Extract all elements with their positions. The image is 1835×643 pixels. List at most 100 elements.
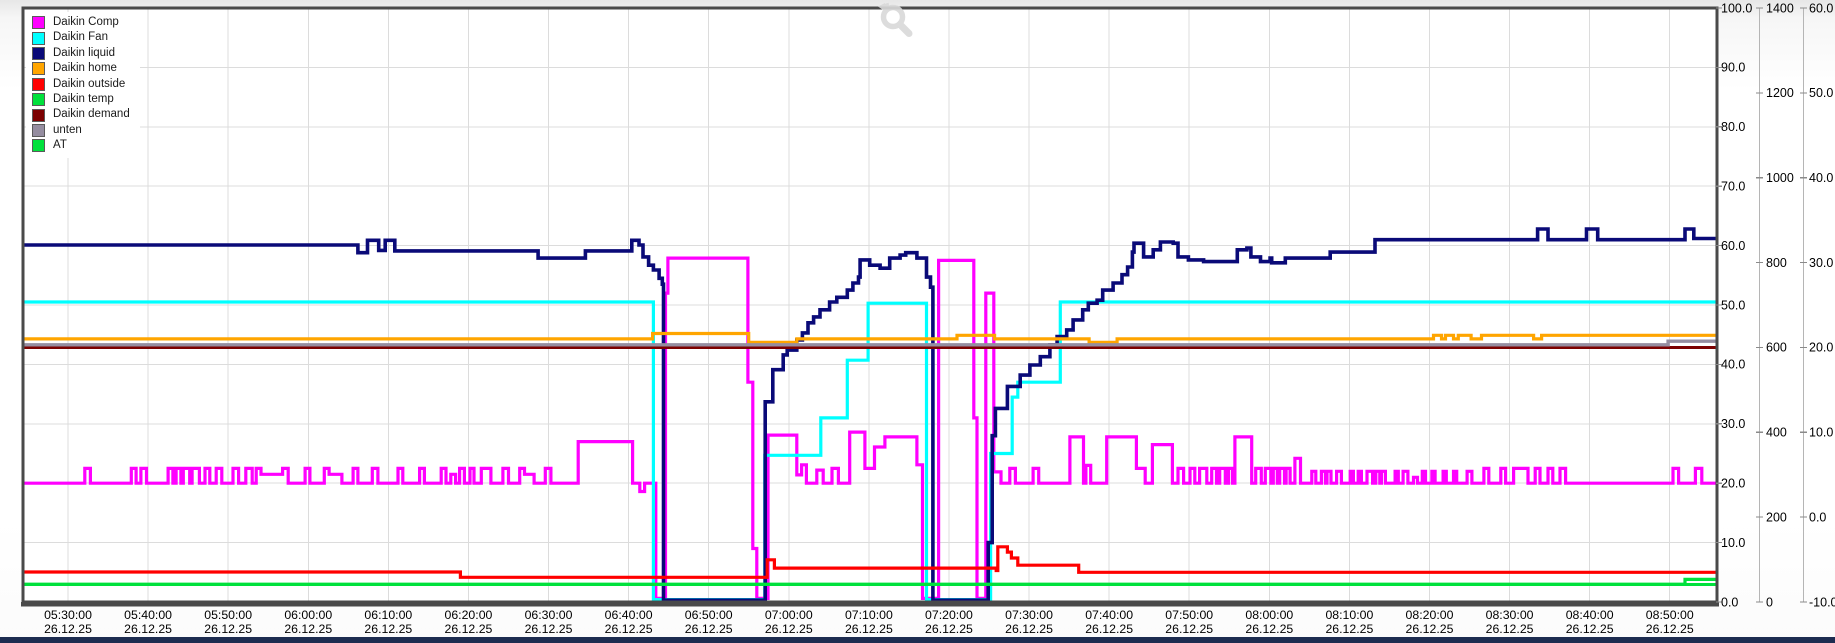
series-daikin-liquid xyxy=(23,227,1717,602)
y-axis-label: 600 xyxy=(1766,341,1787,355)
legend-label: Daikin liquid xyxy=(53,46,116,59)
legend-label: unten xyxy=(53,123,82,136)
y-axis-label: -10.0 xyxy=(1809,595,1835,609)
legend-swatch-daikin-liquid xyxy=(32,46,45,60)
x-axis-time-label: 06:40:00 xyxy=(605,608,653,622)
x-axis-date-label: 26.12.25 xyxy=(44,622,92,636)
x-axis-date-label: 26.12.25 xyxy=(124,622,172,636)
x-axis-date-label: 26.12.25 xyxy=(925,622,973,636)
gridlines xyxy=(23,8,1717,602)
legend-label: Daikin temp xyxy=(53,92,114,105)
legend-label: Daikin outside xyxy=(53,77,126,90)
x-axis-date-label: 26.12.25 xyxy=(364,622,412,636)
legend-item[interactable]: Daikin demand xyxy=(32,107,130,122)
x-axis-date-label: 26.12.25 xyxy=(1406,622,1454,636)
y-axis-label: 50.0 xyxy=(1809,86,1833,100)
plot-border-bottom xyxy=(21,602,1719,607)
x-axis-date-label: 26.12.25 xyxy=(1005,622,1053,636)
x-axis-date-label: 26.12.25 xyxy=(204,622,252,636)
legend-item[interactable]: unten xyxy=(32,123,130,138)
x-axis-time-label: 08:40:00 xyxy=(1566,608,1614,622)
y-axis-label: 70.0 xyxy=(1721,180,1745,194)
y-axis-label: 800 xyxy=(1766,256,1787,270)
x-axis-time-label: 07:20:00 xyxy=(925,608,973,622)
x-axis-date-label: 26.12.25 xyxy=(765,622,813,636)
legend-item[interactable]: Daikin Comp xyxy=(32,15,130,30)
y-axis-label: 40.0 xyxy=(1809,171,1833,185)
y-axis-3: 60.0 50.0 40.0 30.0 20.0 10.0 0.0 -10.0 xyxy=(1800,1,1835,609)
x-axis-time-label: 08:50:00 xyxy=(1646,608,1694,622)
x-axis-time-label: 07:00:00 xyxy=(765,608,813,622)
y-axis-label: 10.0 xyxy=(1721,536,1745,550)
x-axis-date-label: 26.12.25 xyxy=(525,622,573,636)
y-axis-label: 100.0 xyxy=(1721,1,1752,15)
x-axis-time-label: 06:10:00 xyxy=(364,608,412,622)
legend-label: Daikin Comp xyxy=(53,15,119,28)
legend-item[interactable]: Daikin temp xyxy=(32,92,130,107)
y-axis-label: 30.0 xyxy=(1809,256,1833,270)
reset-zoom-icon[interactable] xyxy=(868,0,920,46)
y-axis-1: 100.0 90.0 80.0 70.0 60.0 50.0 40.0 30.0 20.0 10.… xyxy=(1716,1,1752,609)
x-axis-time-label: 08:20:00 xyxy=(1406,608,1454,622)
y-axis-label: 40.0 xyxy=(1721,358,1745,372)
x-axis-date-label: 26.12.25 xyxy=(1245,622,1293,636)
x-axis-time-label: 05:40:00 xyxy=(124,608,172,622)
x-axis: 05:30:0026.12.2505:40:0026.12.2505:50:00… xyxy=(44,608,1694,636)
legend-item[interactable]: Daikin outside xyxy=(32,77,130,92)
y-axis-label: 10.0 xyxy=(1809,426,1833,440)
legend-label: Daikin home xyxy=(53,62,117,75)
x-axis-time-label: 06:20:00 xyxy=(445,608,493,622)
y-axis-label: 400 xyxy=(1766,426,1787,440)
series-group xyxy=(23,227,1717,602)
window-bottom-bar xyxy=(0,637,1835,643)
x-axis-time-label: 07:10:00 xyxy=(845,608,893,622)
y-axis-label: 1400 xyxy=(1766,1,1794,15)
y-axis-label: 50.0 xyxy=(1721,298,1745,312)
y-axis-label: 80.0 xyxy=(1721,120,1745,134)
x-axis-time-label: 06:30:00 xyxy=(525,608,573,622)
y-axis-label: 1000 xyxy=(1766,171,1794,185)
legend-swatch-at xyxy=(32,139,45,153)
y-axis-label: 20.0 xyxy=(1721,477,1745,491)
y-axis-label: 90.0 xyxy=(1721,61,1745,75)
x-axis-date-label: 26.12.25 xyxy=(1486,622,1534,636)
x-axis-time-label: 06:00:00 xyxy=(284,608,332,622)
legend-label: Daikin demand xyxy=(53,108,130,121)
legend-item[interactable]: AT xyxy=(32,138,130,153)
y-axis-label: 1200 xyxy=(1766,86,1794,100)
x-axis-time-label: 05:30:00 xyxy=(44,608,92,622)
x-axis-time-label: 07:50:00 xyxy=(1165,608,1213,622)
x-axis-time-label: 07:30:00 xyxy=(1005,608,1053,622)
legend-swatch-daikin-fan xyxy=(32,31,45,45)
legend-swatch-daikin-demand xyxy=(32,108,45,122)
x-axis-date-label: 26.12.25 xyxy=(445,622,493,636)
legend-swatch-daikin-comp xyxy=(32,16,45,30)
legend-swatch-daikin-home xyxy=(32,62,45,76)
x-axis-date-label: 26.12.25 xyxy=(1165,622,1213,636)
y-axis-label: 0.0 xyxy=(1809,510,1826,524)
legend-swatch-unten xyxy=(32,123,45,137)
y-axis-2: 1400 1200 1000 800 600 400 200 0 xyxy=(1756,1,1794,609)
legend-label: AT xyxy=(53,139,67,152)
y-axis-label: 60.0 xyxy=(1721,239,1745,253)
x-axis-date-label: 26.12.25 xyxy=(845,622,893,636)
legend-item[interactable]: Daikin liquid xyxy=(32,46,130,61)
legend-label: Daikin Fan xyxy=(53,31,108,44)
y-axis-label: 30.0 xyxy=(1721,417,1745,431)
series-daikin-outside xyxy=(23,545,1717,579)
y-axis-label: 200 xyxy=(1766,510,1787,524)
y-axis-label: 0 xyxy=(1766,595,1773,609)
x-axis-date-label: 26.12.25 xyxy=(1646,622,1694,636)
series-daikin-home xyxy=(23,331,1717,344)
series-at xyxy=(23,577,1717,586)
x-axis-time-label: 06:50:00 xyxy=(685,608,733,622)
legend-swatch-daikin-outside xyxy=(32,77,45,91)
x-axis-date-label: 26.12.25 xyxy=(284,622,332,636)
legend-item[interactable]: Daikin home xyxy=(32,61,130,76)
x-axis-time-label: 08:10:00 xyxy=(1325,608,1373,622)
y-axis-label: 60.0 xyxy=(1809,1,1833,15)
x-axis-date-label: 26.12.25 xyxy=(685,622,733,636)
x-axis-date-label: 26.12.25 xyxy=(1325,622,1373,636)
legend-item[interactable]: Daikin Fan xyxy=(32,30,130,45)
